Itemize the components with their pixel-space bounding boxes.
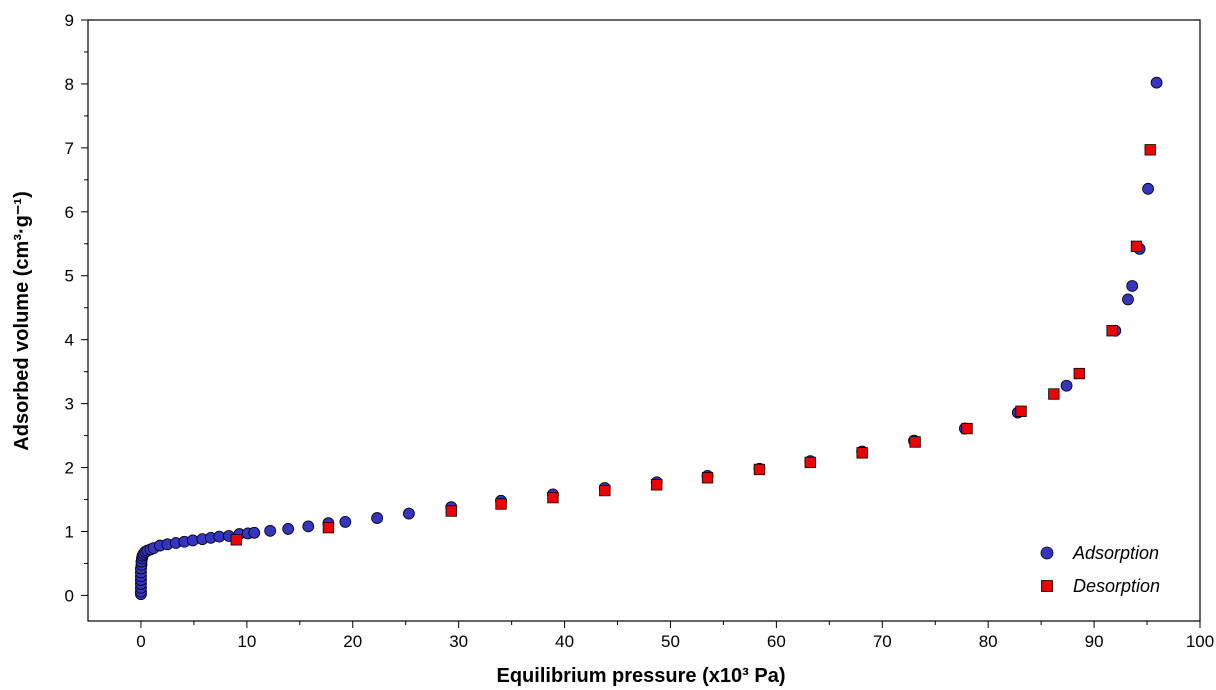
x-tick-label: 10: [237, 632, 256, 651]
y-tick-label: 7: [65, 139, 74, 158]
legend-adsorption-label: Adsorption: [1072, 543, 1159, 563]
desorption-point: [599, 484, 611, 497]
desorption-point: [1048, 388, 1060, 400]
adsorption-series: [135, 76, 1163, 601]
desorption-point: [1130, 240, 1143, 252]
adsorption-point: [371, 512, 384, 524]
legend-desorption-marker: [1041, 580, 1053, 592]
plot-area: [87, 19, 1201, 622]
desorption-point: [856, 447, 868, 459]
x-tick-label: 0: [136, 632, 145, 651]
adsorption-point: [402, 507, 415, 520]
adsorption-point: [302, 520, 315, 533]
adsorption-point: [1122, 293, 1134, 306]
x-tick-label: 60: [767, 632, 786, 651]
adsorption-point: [339, 515, 352, 528]
desorption-point: [322, 522, 335, 534]
legend-adsorption-marker: [1040, 546, 1054, 560]
y-axis-ticks: 0 1 2 3 4 5 6 7 8 9: [65, 11, 88, 605]
adsorption-point: [264, 524, 277, 537]
y-tick-label: 1: [65, 522, 74, 541]
adsorption-point: [1126, 280, 1139, 292]
desorption-point: [1106, 325, 1118, 337]
x-tick-label: 100: [1186, 632, 1214, 651]
desorption-point: [961, 422, 973, 435]
x-tick-label: 20: [343, 632, 362, 651]
x-tick-label: 30: [449, 632, 468, 651]
desorption-point: [1073, 367, 1085, 380]
y-tick-label: 3: [65, 395, 74, 414]
y-tick-label: 0: [65, 586, 74, 605]
adsorption-point: [1150, 76, 1163, 89]
adsorption-point: [282, 523, 295, 535]
desorption-point: [1015, 405, 1027, 417]
x-tick-label: 80: [979, 632, 998, 651]
adsorption-point: [1142, 182, 1155, 195]
desorption-point: [651, 479, 663, 491]
desorption-point: [445, 505, 457, 517]
x-tick-label: 70: [873, 632, 892, 651]
legend-desorption-label: Desorption: [1073, 576, 1160, 596]
desorption-point: [495, 498, 507, 510]
y-axis-title: Adsorbed volume (cm³·g⁻¹): [11, 191, 33, 450]
y-tick-label: 6: [65, 203, 74, 222]
y-tick-label: 4: [65, 331, 74, 350]
plot-frame: [87, 19, 1201, 622]
y-tick-label: 8: [65, 75, 74, 94]
desorption-point: [230, 534, 242, 546]
desorption-point: [701, 472, 714, 484]
y-tick-label: 5: [65, 267, 74, 286]
desorption-series: [230, 144, 1156, 546]
y-tick-label: 9: [65, 11, 74, 30]
desorption-point: [753, 463, 766, 476]
desorption-point: [909, 436, 921, 448]
y-tick-label: 2: [65, 459, 74, 478]
adsorption-point: [1060, 379, 1073, 392]
desorption-point: [547, 491, 559, 504]
legend: Adsorption Desorption: [1040, 543, 1160, 596]
x-axis-title: Equilibrium pressure (x10³ Pa): [497, 665, 786, 687]
x-tick-label: 90: [1085, 632, 1104, 651]
x-tick-label: 40: [555, 632, 574, 651]
desorption-point: [804, 456, 816, 469]
adsorption-point: [248, 526, 261, 539]
x-tick-label: 50: [661, 632, 680, 651]
x-axis-ticks: 0 10 20 30 40 50 60 70 80 90 100: [136, 621, 1214, 651]
desorption-point: [1144, 144, 1156, 156]
